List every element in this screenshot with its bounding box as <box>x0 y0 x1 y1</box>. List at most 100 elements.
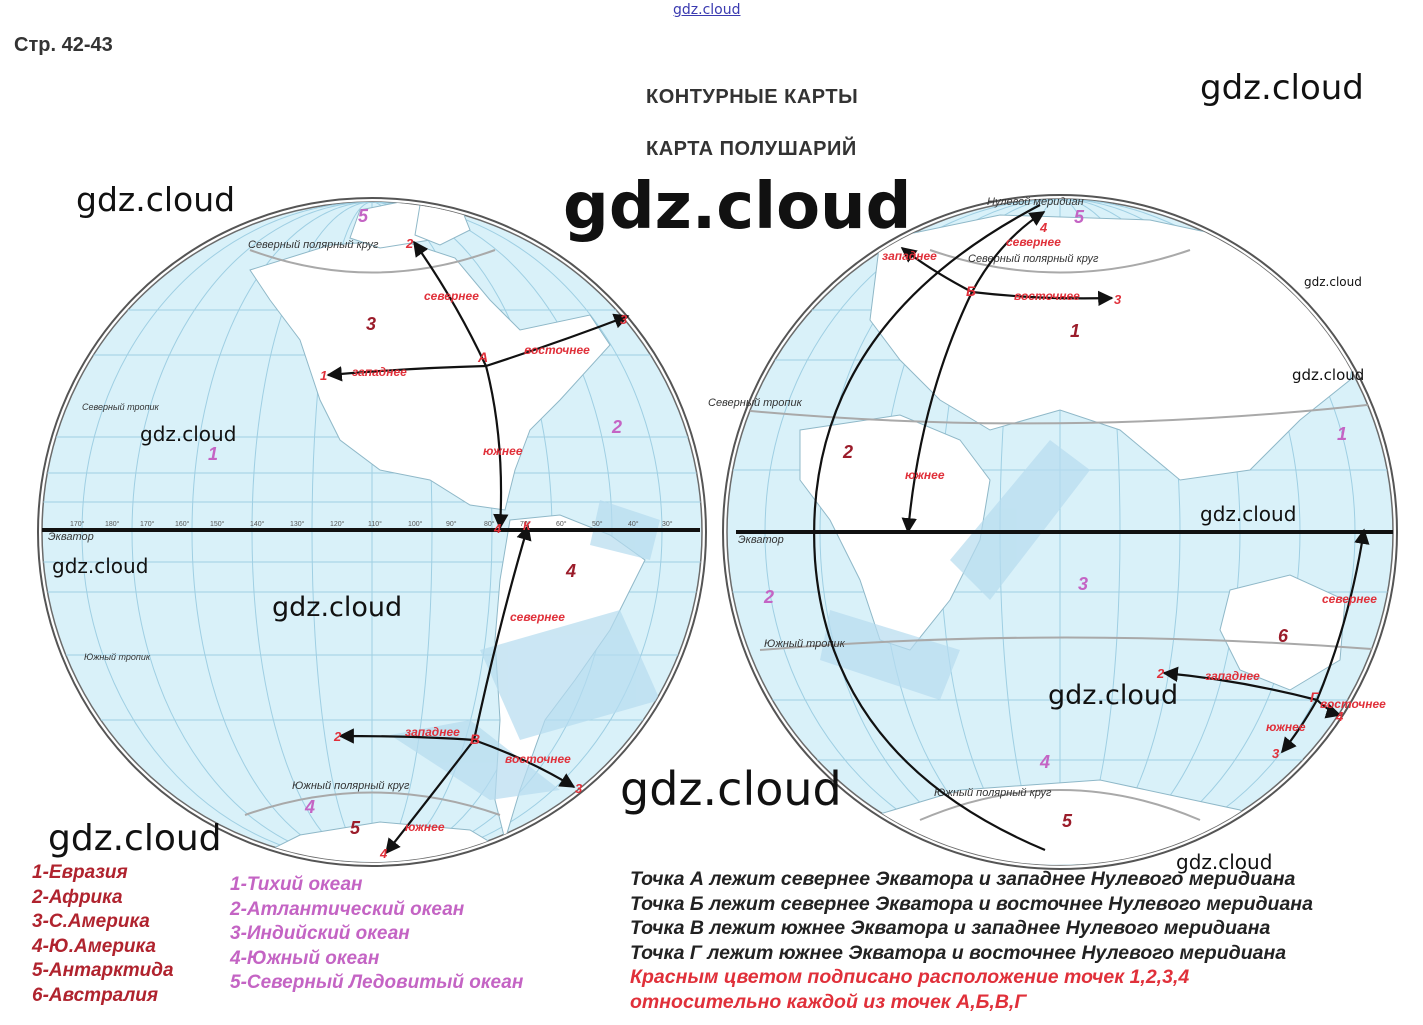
svg-text:140°: 140° <box>250 520 265 528</box>
hemispheres-map: 170° 180° 170° 160° 150° 140° 130° 120° … <box>37 194 1398 870</box>
route-g-east <box>1316 699 1342 719</box>
route-v-east <box>473 738 576 788</box>
label-a-south: южнее <box>483 444 523 458</box>
legend-continent-6: 6-Австралия <box>32 984 159 1006</box>
east-ocean-5: 5 <box>1074 207 1085 227</box>
watermark-west-center: gdz.cloud <box>272 592 403 623</box>
east-prime-meridian-label: Нулевой меридиан <box>987 196 1084 208</box>
svg-text:80°: 80° <box>484 520 495 528</box>
east-ocean-3: 3 <box>1078 574 1088 594</box>
west-south-tropic-label: Южный тропик <box>84 652 151 662</box>
east-num-3-bottom: 3 <box>1272 746 1280 761</box>
west-tropic-label: Северный тропик <box>82 402 159 412</box>
east-tropic-label: Северный тропик <box>708 397 803 409</box>
west-continent-5: 5 <box>350 818 361 838</box>
label-g-west: западнее <box>1205 669 1260 683</box>
west-continent-3: 3 <box>366 314 376 334</box>
east-equator-label: Экватор <box>738 534 784 546</box>
watermark-west-mid: gdz.cloud <box>140 422 237 446</box>
east-antarctic-label: Южный полярный круг <box>934 787 1052 799</box>
watermark-top-link[interactable]: gdz.cloud <box>673 2 741 18</box>
fact-point-b: Точка Б лежит севернее Экватора и восточ… <box>630 892 1313 915</box>
label-b-north: севернее <box>1006 235 1061 249</box>
svg-text:130°: 130° <box>290 520 305 528</box>
route-a-north <box>413 240 487 367</box>
legend-continent-5: 5-Антарктида <box>32 960 174 981</box>
west-arctic-label: Северный полярный круг <box>248 239 379 251</box>
west-ocean-2: 2 <box>611 417 622 437</box>
svg-text:160°: 160° <box>175 520 190 528</box>
label-a-west: западнее <box>352 365 407 379</box>
legend-ocean-4: 4-Южный океан <box>230 947 380 969</box>
west-arctic-circle-line <box>249 249 496 274</box>
east-continent-2: 2 <box>842 442 853 462</box>
watermark-east-equator: gdz.cloud <box>1200 502 1297 526</box>
east-antarctic-circle-line <box>919 789 1201 821</box>
label-v-west: западнее <box>405 725 460 739</box>
route-b-north <box>971 211 1046 293</box>
east-num-2: 2 <box>1156 666 1165 681</box>
east-ocean-2: 2 <box>763 587 774 607</box>
west-num-4-bottom: 4 <box>379 846 388 861</box>
svg-text:170°: 170° <box>140 520 155 528</box>
svg-text:180°: 180° <box>105 520 120 528</box>
west-num-4: 4 <box>493 521 502 536</box>
east-south-tropic-label: Южный тропик <box>764 638 846 650</box>
legend-ocean-1: 1-Тихий океан <box>230 874 363 895</box>
legend-continents: 1-Евразия 2-Африка 3-С.Америка 4-Ю.Амери… <box>32 861 174 1008</box>
legend-continent-2: 2-Африка <box>32 886 123 908</box>
point-b: Б <box>966 283 976 299</box>
watermark-top-right: gdz.cloud <box>1200 68 1364 108</box>
note-line-2: относительно каждой из точек А,Б,В,Г <box>630 990 1027 1013</box>
point-g: Г <box>1310 689 1320 705</box>
watermark-center-large: gdz.cloud <box>563 170 912 244</box>
fact-point-a: Точка А лежит севернее Экватора и западн… <box>630 868 1296 890</box>
svg-text:50°: 50° <box>592 520 603 528</box>
west-ocean-4: 4 <box>304 797 315 817</box>
label-v-south: южнее <box>405 820 445 834</box>
label-v-north: севернее <box>510 610 565 624</box>
west-antarctic-label: Южный полярный круг <box>292 780 410 792</box>
east-num-4-top: 4 <box>1039 220 1048 235</box>
route-v-north <box>472 524 532 741</box>
watermark-bottom-left: gdz.cloud <box>48 818 222 859</box>
legend-ocean-2: 2-Атлантический океан <box>230 898 465 920</box>
svg-text:100°: 100° <box>408 520 423 528</box>
fact-point-g: Точка Г лежит южнее Экватора и восточнее… <box>630 941 1287 964</box>
route-a-south <box>484 365 509 530</box>
east-num-3-top: 3 <box>1114 292 1122 307</box>
svg-text:120°: 120° <box>330 520 345 528</box>
svg-text:170°: 170° <box>70 520 85 528</box>
route-v-west <box>338 728 475 744</box>
route-b-east <box>971 290 1114 307</box>
east-south-tropic-line <box>759 636 1386 651</box>
label-a-east: восточнее <box>524 343 590 357</box>
west-current-bands <box>390 500 660 800</box>
east-arctic-label: Северный полярный круг <box>968 253 1099 265</box>
australia-landmass <box>1219 574 1346 691</box>
east-current-bands <box>820 440 1090 700</box>
svg-text:70°: 70° <box>520 520 531 528</box>
watermark-small-1: gdz.cloud <box>1304 275 1362 289</box>
eastern-hemisphere: Нулевой меридиан Северный полярный круг … <box>708 194 1398 870</box>
route-g-west <box>1162 666 1318 702</box>
label-v-east: восточнее <box>505 752 571 766</box>
svg-text:60°: 60° <box>556 520 567 528</box>
page-reference: Стр. 42-43 <box>14 34 113 56</box>
east-arctic-circle-line <box>929 249 1191 274</box>
west-num-2-top: 2 <box>405 236 414 251</box>
east-ocean-4: 4 <box>1039 752 1050 772</box>
point-v: В <box>470 731 480 747</box>
route-b-west <box>900 247 973 293</box>
svg-text:30°: 30° <box>662 520 673 528</box>
title-contour-maps: КОНТУРНЫЕ КАРТЫ <box>646 86 859 108</box>
legend-ocean-3: 3-Индийский океан <box>230 923 410 944</box>
route-v-south <box>385 739 475 855</box>
east-num-4-bottom: 4 <box>1335 709 1344 724</box>
legend-ocean-5: 5-Северный Ледовитый океан <box>230 972 524 993</box>
facts-block: Точка А лежит севернее Экватора и западн… <box>630 867 1313 1014</box>
label-g-north: севернее <box>1322 592 1377 606</box>
svg-text:90°: 90° <box>446 520 457 528</box>
east-continent-6: 6 <box>1278 626 1289 646</box>
west-num-3-top: 3 <box>620 312 628 327</box>
